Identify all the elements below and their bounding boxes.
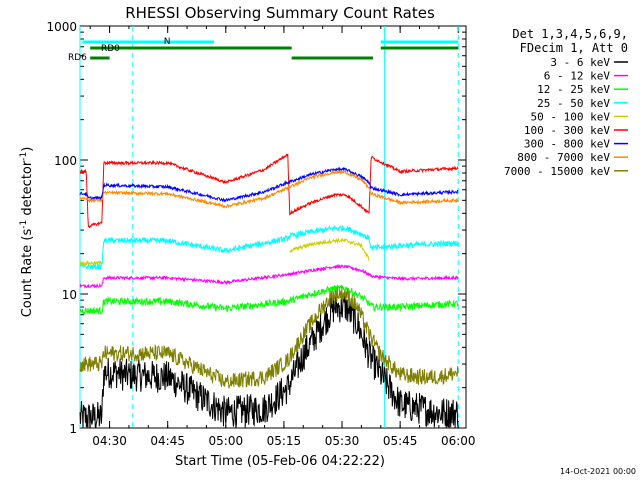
series-line — [79, 286, 459, 389]
series-line — [79, 168, 459, 209]
chart-title: RHESSI Observing Summary Count Rates — [125, 4, 435, 22]
x-axis-label: Start Time (05-Feb-06 04:22:22) — [175, 454, 385, 469]
state-label-rd0: RD0 — [101, 44, 120, 54]
x-tick-label: 06:00 — [441, 434, 476, 448]
y-tick-label: 1 — [69, 422, 77, 436]
x-tick-label: 05:30 — [325, 434, 360, 448]
x-tick-label: 05:15 — [267, 434, 302, 448]
series-line — [79, 284, 459, 316]
legend-entry-label: 25 - 50 keV — [537, 97, 610, 110]
x-tick-label: 05:45 — [383, 434, 418, 448]
state-label-rd6: RD6 — [68, 53, 87, 63]
y-axis-label: Count Rate (s-1 detector-1) — [19, 147, 35, 318]
legend-entry-label: 300 - 800 keV — [524, 138, 610, 151]
legend-header-line1: Det 1,3,4,5,6,9, — [512, 27, 628, 41]
x-tick-label: 05:00 — [209, 434, 244, 448]
legend: Det 1,3,4,5,6,9, FDecim 1, Att 0 3 - 6 k… — [504, 27, 628, 178]
series-line — [79, 166, 459, 203]
legend-entry-label: 3 - 6 keV — [550, 56, 610, 69]
legend-entry-label: 6 - 12 keV — [544, 70, 611, 83]
series-line — [79, 293, 459, 429]
legend-entry-label: 7000 - 15000 keV — [504, 165, 610, 178]
legend-entry-label: 100 - 300 keV — [524, 124, 610, 137]
series-line — [79, 224, 459, 271]
state-label-n: N — [164, 37, 171, 47]
legend-entry-label: 50 - 100 keV — [531, 110, 611, 123]
series-line — [79, 237, 370, 267]
y-tick-label: 10 — [62, 288, 77, 302]
x-tick-label: 04:30 — [92, 434, 127, 448]
x-tick-label: 04:45 — [150, 434, 185, 448]
series-line — [79, 264, 459, 289]
legend-header-line2: FDecim 1, Att 0 — [520, 41, 628, 55]
legend-entry-label: 12 - 25 keV — [537, 83, 610, 96]
series-line — [79, 153, 459, 229]
plot-area: 1 10 100 1000 04:30 04:45 05:00 05:15 05:30 05:45… — [46, 20, 475, 448]
y-tick-label: 100 — [54, 154, 77, 168]
legend-entry-label: 800 - 7000 keV — [517, 151, 610, 164]
y-tick-label: 1000 — [46, 20, 77, 34]
footer-timestamp: 14-Oct-2021 00:00 — [560, 467, 636, 476]
